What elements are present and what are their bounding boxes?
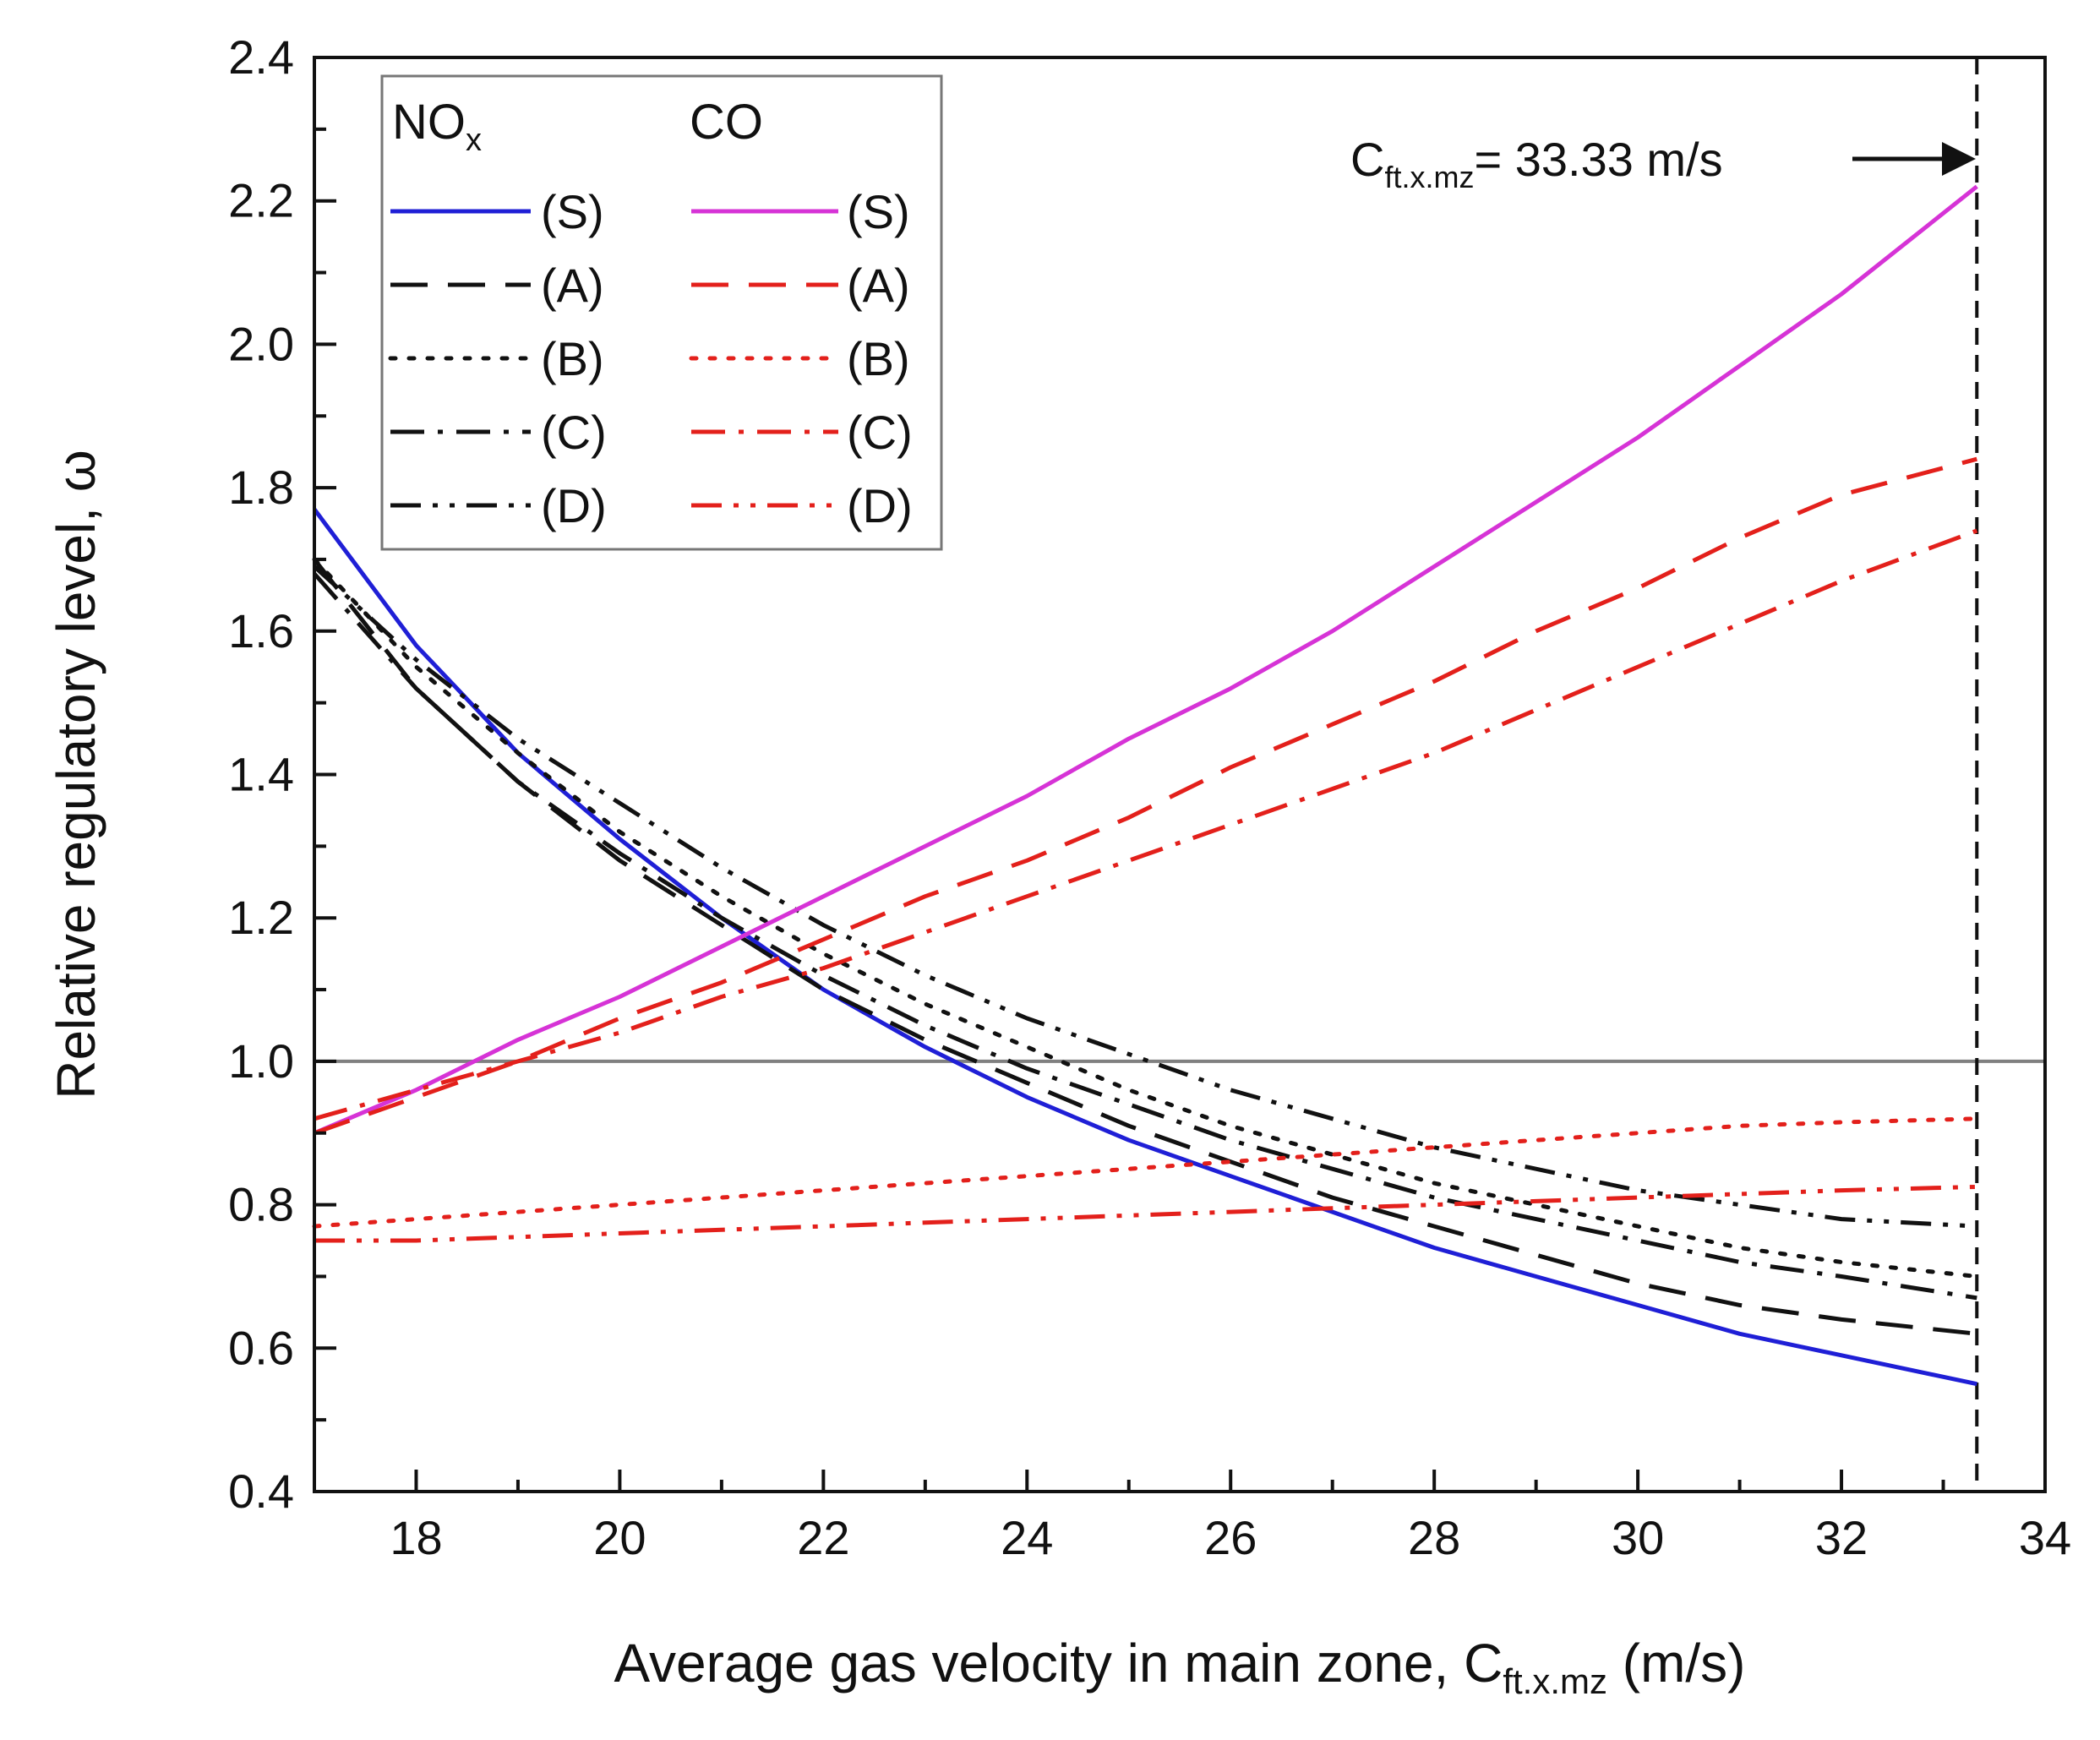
legend-label-nox: (S) — [541, 185, 604, 238]
series-line-nox-c — [313, 572, 1977, 1301]
axes: 18 20 22 24 26 28 30 32 34 0.4 0.6 0.8 1.0 1.2 1.4 1.6 1… — [228, 30, 2071, 1564]
series-line-nox-a — [313, 558, 1977, 1336]
x-tick-label: 22 — [797, 1511, 849, 1564]
series-line-co-s — [314, 184, 1978, 1136]
legend-nox-title: NOx — [392, 95, 482, 158]
x-tick-label: 18 — [390, 1511, 442, 1564]
x-axis-label-unit: (m/s) — [1607, 1633, 1746, 1694]
legend-label-nox: (B) — [541, 332, 604, 385]
y-tick-label: 1.8 — [228, 461, 294, 514]
y-tick-label: 2.2 — [228, 174, 294, 227]
legend-label-nox: (A) — [541, 259, 604, 312]
velocity-annotation: Cft.x.mz= 33.33 m/s — [1350, 133, 1976, 194]
annotation-arrow-head — [1942, 142, 1976, 176]
annotation-text: Cft.x.mz= 33.33 m/s — [1350, 133, 1723, 194]
series-line-nox-d — [313, 565, 1977, 1229]
y-tick-label: 0.6 — [228, 1321, 294, 1374]
y-axis-label: Relative regulatory level, ω — [46, 450, 106, 1099]
legend-label-co: (C) — [847, 406, 913, 459]
legend-label-co: (A) — [847, 259, 910, 312]
legend: NOx CO (S) (S) (A) (A) (B) (B) (C) (C) (D) (D) — [380, 74, 943, 551]
x-tick-label: 30 — [1612, 1511, 1664, 1564]
legend-label-co: (B) — [847, 332, 910, 385]
series-line-co-c — [314, 528, 1978, 1121]
y-tick-label: 2.4 — [228, 30, 294, 84]
series-line-nox-b — [312, 557, 1979, 1279]
legend-label-co: (S) — [847, 185, 910, 238]
series-layer — [312, 184, 1979, 1387]
x-tick-label: 28 — [1408, 1511, 1460, 1564]
x-tick-label: 20 — [593, 1511, 646, 1564]
y-tick-label: 2.0 — [228, 317, 294, 370]
y-tick-label: 1.0 — [228, 1034, 294, 1088]
series-line-co-a — [314, 456, 1977, 1136]
legend-label-co: (D) — [847, 479, 913, 532]
legend-co-title: CO — [690, 95, 763, 150]
y-tick-label: 1.4 — [228, 748, 294, 801]
legend-box — [380, 74, 943, 551]
reference-lines — [314, 57, 2045, 1492]
x-axis-label: Average gas velocity in main zone, Cft.x… — [614, 1633, 1746, 1701]
legend-label-nox: (D) — [541, 479, 607, 532]
legend-label-nox: (C) — [541, 406, 607, 459]
y-tick-label: 0.4 — [228, 1465, 294, 1518]
x-tick-label: 24 — [1001, 1511, 1053, 1564]
x-axis-label-subscript: ft.x.mz — [1503, 1661, 1607, 1701]
y-tick-label: 1.6 — [228, 604, 294, 657]
x-tick-label: 26 — [1204, 1511, 1257, 1564]
series-line-nox-s — [312, 508, 1977, 1387]
y-tick-label: 1.2 — [228, 891, 294, 944]
x-tick-label: 34 — [2019, 1511, 2071, 1564]
x-tick-label: 32 — [1815, 1511, 1868, 1564]
x-axis-label-text: Average gas velocity in main zone, C — [614, 1633, 1503, 1694]
series-line-co-b — [312, 1116, 1979, 1229]
series-line-co-d — [314, 1184, 1977, 1243]
y-tick-label: 0.8 — [228, 1178, 294, 1231]
